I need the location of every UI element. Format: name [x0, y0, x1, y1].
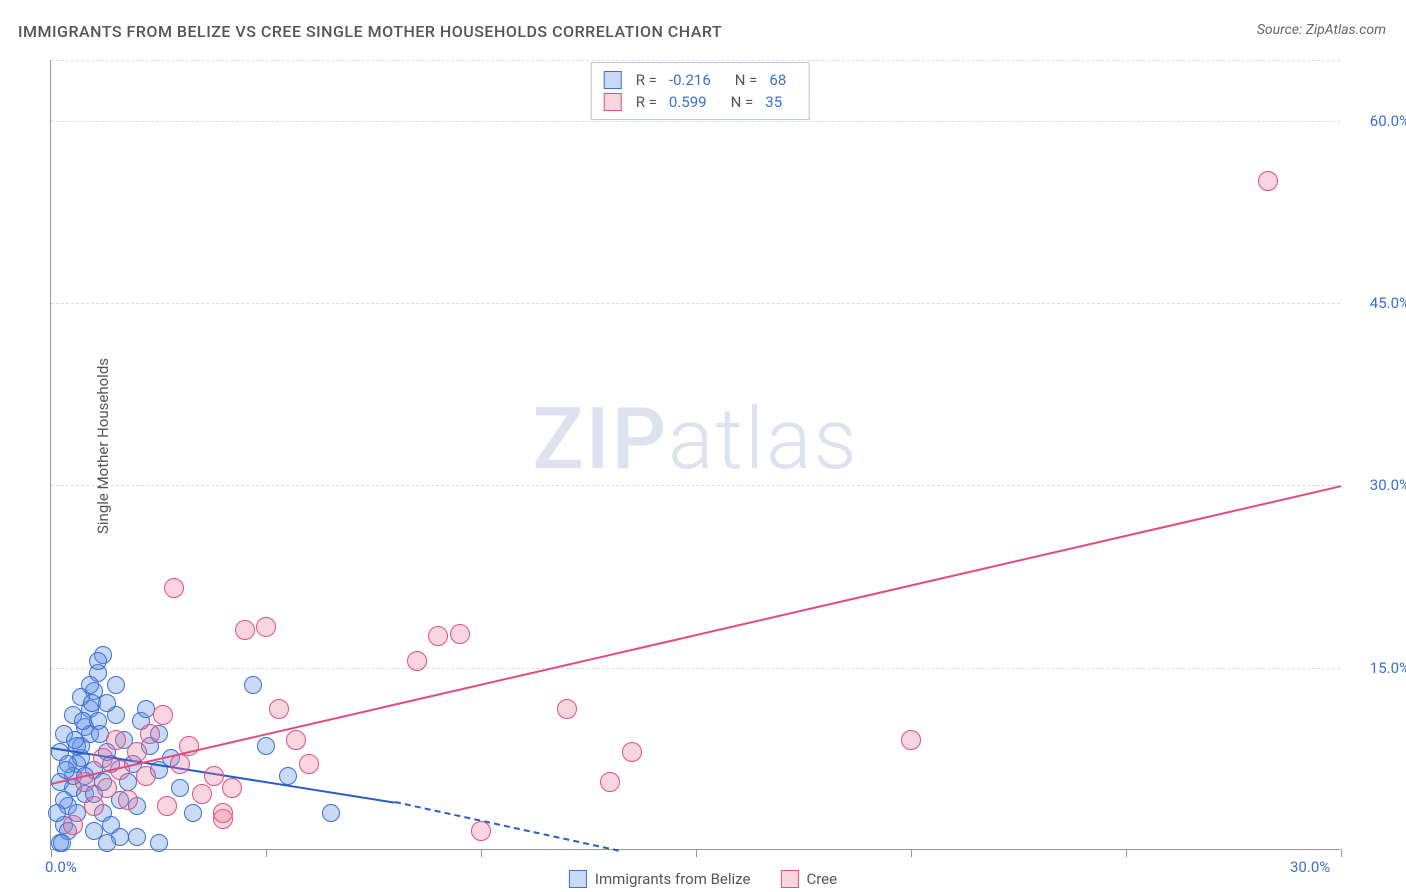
data-point	[204, 766, 224, 786]
data-point	[286, 730, 306, 750]
legend-r-label: R =	[636, 93, 657, 111]
data-point	[170, 754, 190, 774]
y-tick-label: 15.0%	[1370, 659, 1406, 677]
data-point	[53, 834, 71, 852]
data-point	[157, 796, 177, 816]
x-tick	[1126, 849, 1127, 857]
data-point	[63, 815, 83, 835]
data-point	[322, 804, 340, 822]
x-tick	[51, 849, 52, 857]
data-point	[428, 626, 448, 646]
x-tick	[696, 849, 697, 857]
gridline-h	[51, 485, 1340, 486]
y-tick-label: 45.0%	[1370, 294, 1406, 312]
data-point	[299, 754, 319, 774]
legend-series-name: Immigrants from Belize	[595, 870, 751, 888]
data-point	[622, 742, 642, 762]
trendline-dashed	[395, 801, 619, 852]
data-point	[1258, 171, 1278, 191]
data-point	[153, 705, 173, 725]
data-point	[84, 796, 104, 816]
data-point	[471, 821, 491, 841]
data-point	[269, 699, 289, 719]
legend-series-name: Cree	[806, 870, 837, 888]
chart-container: IMMIGRANTS FROM BELIZE VS CREE SINGLE MO…	[0, 0, 1406, 892]
legend-n-value: 35	[765, 93, 782, 111]
x-tick	[911, 849, 912, 857]
legend-row: R = 0.599 N = 35	[604, 91, 797, 113]
bottom-legend-item: Immigrants from Belize	[569, 870, 751, 888]
bottom-legend-item: Cree	[780, 870, 837, 888]
legend-n-label: N =	[731, 93, 754, 111]
legend-r-value: -0.216	[669, 71, 711, 89]
data-point	[192, 784, 212, 804]
source-value: ZipAtlas.com	[1306, 22, 1386, 38]
data-point	[256, 617, 276, 637]
watermark-bold: ZIP	[532, 389, 668, 489]
data-point	[140, 724, 160, 744]
data-point	[98, 834, 116, 852]
data-point	[74, 712, 92, 730]
source-label: Source:	[1257, 22, 1302, 38]
data-point	[128, 828, 146, 846]
data-point	[171, 779, 189, 797]
y-tick-label: 30.0%	[1370, 476, 1406, 494]
legend-r-label: R =	[636, 71, 657, 89]
data-point	[407, 651, 427, 671]
x-tick-label: 0.0%	[45, 858, 77, 876]
data-point	[184, 804, 202, 822]
data-point	[57, 761, 75, 779]
x-tick	[266, 849, 267, 857]
data-point	[164, 578, 184, 598]
data-point	[118, 790, 138, 810]
plot-area: ZIPatlas 15.0%30.0%45.0%60.0%	[50, 60, 1340, 850]
data-point	[557, 699, 577, 719]
gridline-h	[51, 303, 1340, 304]
legend-swatch	[604, 71, 622, 89]
data-point	[81, 676, 99, 694]
gridline-h	[51, 668, 1340, 669]
chart-title: IMMIGRANTS FROM BELIZE VS CREE SINGLE MO…	[18, 22, 722, 41]
legend-n-value: 68	[769, 71, 786, 89]
legend-row: R = -0.216 N = 68	[604, 69, 797, 91]
gridline-h	[51, 60, 1340, 61]
data-point	[106, 730, 126, 750]
data-point	[279, 767, 297, 785]
data-point	[66, 731, 84, 749]
data-point	[150, 834, 168, 852]
data-point	[450, 624, 470, 644]
data-point	[222, 778, 242, 798]
stats-legend: R = -0.216 N = 68 R = 0.599 N = 35	[591, 62, 810, 120]
bottom-legend: Immigrants from Belize Cree	[569, 870, 837, 888]
data-point	[901, 730, 921, 750]
data-point	[97, 778, 117, 798]
data-point	[257, 737, 275, 755]
legend-swatch	[604, 93, 622, 111]
legend-r-value: 0.599	[669, 93, 707, 111]
data-point	[93, 748, 113, 768]
data-point	[600, 772, 620, 792]
data-point	[235, 620, 255, 640]
data-point	[107, 676, 125, 694]
x-tick-label: 30.0%	[1290, 858, 1330, 876]
data-point	[98, 694, 116, 712]
data-point	[127, 742, 147, 762]
watermark: ZIPatlas	[532, 389, 858, 489]
data-point	[136, 766, 156, 786]
source-attribution: Source: ZipAtlas.com	[1257, 22, 1386, 38]
legend-n-label: N =	[735, 71, 758, 89]
x-tick	[1341, 849, 1342, 857]
legend-swatch	[569, 870, 587, 888]
data-point	[213, 803, 233, 823]
x-tick	[481, 849, 482, 857]
data-point	[244, 676, 262, 694]
legend-swatch	[780, 870, 798, 888]
gridline-h	[51, 121, 1340, 122]
watermark-light: atlas	[668, 389, 859, 489]
data-point	[89, 652, 107, 670]
y-tick-label: 60.0%	[1370, 112, 1406, 130]
